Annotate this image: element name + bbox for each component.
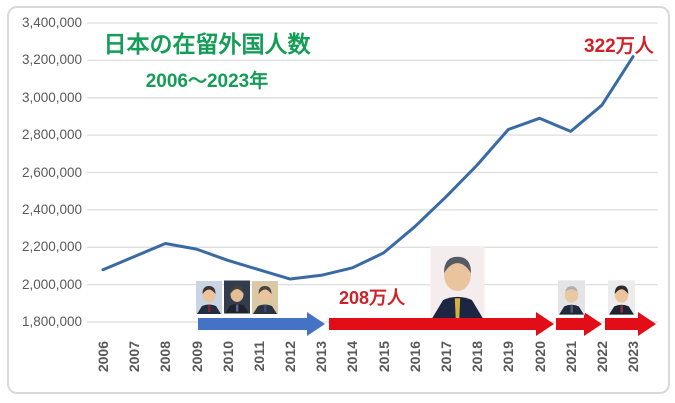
y-axis-tick-label: 3,400,000 bbox=[21, 15, 82, 30]
x-axis-tick-label: 2021 bbox=[562, 341, 579, 373]
pm-photo-2011 bbox=[252, 281, 278, 314]
y-axis-tick-label: 2,800,000 bbox=[21, 127, 82, 143]
red-era-arrow-3-body bbox=[605, 318, 638, 330]
chart-title: 日本の在留外国人数 bbox=[103, 31, 311, 57]
x-axis-tick-label: 2010 bbox=[219, 341, 236, 373]
pm-photo-2009 bbox=[196, 281, 222, 314]
x-axis-tick-label: 2012 bbox=[282, 341, 299, 373]
x-axis-tick-label: 2020 bbox=[531, 341, 548, 373]
blue-era-arrow-body bbox=[198, 318, 307, 330]
x-axis-tick-label: 2007 bbox=[126, 341, 143, 373]
blue-era-arrow bbox=[198, 312, 325, 336]
y-axis-tick-label: 1,800,000 bbox=[21, 314, 82, 329]
x-axis-tick-label: 2011 bbox=[250, 341, 267, 372]
x-axis-tick-label: 2014 bbox=[344, 341, 361, 373]
y-axis-tick-label: 2,600,000 bbox=[21, 164, 82, 180]
pm-photo-kishida-era bbox=[608, 280, 635, 315]
chart-subtitle: 2006〜2023年 bbox=[145, 71, 269, 92]
x-axis-tick-label: 2017 bbox=[437, 341, 454, 373]
x-axis-tick-label: 2019 bbox=[500, 341, 517, 373]
pm-photo-abe-era bbox=[430, 246, 485, 318]
x-axis-tick-label: 2015 bbox=[375, 341, 392, 373]
residents-line-series bbox=[101, 55, 635, 281]
x-axis-tick-label: 2016 bbox=[406, 341, 423, 373]
red-era-arrow-2-head bbox=[584, 312, 602, 336]
x-axis-tick-label: 2013 bbox=[313, 341, 330, 373]
red-era-arrow-2 bbox=[556, 312, 602, 336]
y-axis-tick-label: 3,200,000 bbox=[21, 52, 82, 68]
red-era-arrow-1 bbox=[329, 312, 554, 336]
x-axis-tick-label: 2006 bbox=[95, 341, 111, 373]
x-axis-tick-label: 2008 bbox=[157, 341, 174, 373]
x-axis-tick-label: 2018 bbox=[469, 341, 486, 373]
red-era-arrow-1-head bbox=[536, 312, 554, 336]
x-axis-tick-label: 2022 bbox=[593, 341, 610, 373]
red-era-arrow-3-head bbox=[638, 312, 656, 336]
red-era-arrow-1-body bbox=[329, 318, 536, 330]
y-axis-tick-label: 3,000,000 bbox=[21, 89, 82, 105]
red-era-arrow-3 bbox=[605, 312, 656, 336]
y-axis-tick-label: 2,200,000 bbox=[21, 239, 82, 255]
red-era-arrow-2-body bbox=[556, 318, 584, 330]
blue-era-arrow-head bbox=[307, 312, 325, 336]
y-axis-tick-label: 2,400,000 bbox=[21, 201, 82, 217]
x-axis-tick-label: 2009 bbox=[188, 341, 205, 373]
y-axis: 3,400,000 3,200,000 3,000,000 2,800,000 2,60… bbox=[0, 0, 82, 403]
pm-photo-2010 bbox=[224, 280, 250, 314]
x-axis-tick-label: 2023 bbox=[625, 341, 642, 373]
pm-photo-suga-era bbox=[558, 280, 585, 315]
annotation-2023-value: 322万人 bbox=[584, 36, 654, 57]
annotation-2013-value: 208万人 bbox=[339, 288, 406, 308]
y-axis-tick-label: 2,000,000 bbox=[21, 276, 82, 292]
